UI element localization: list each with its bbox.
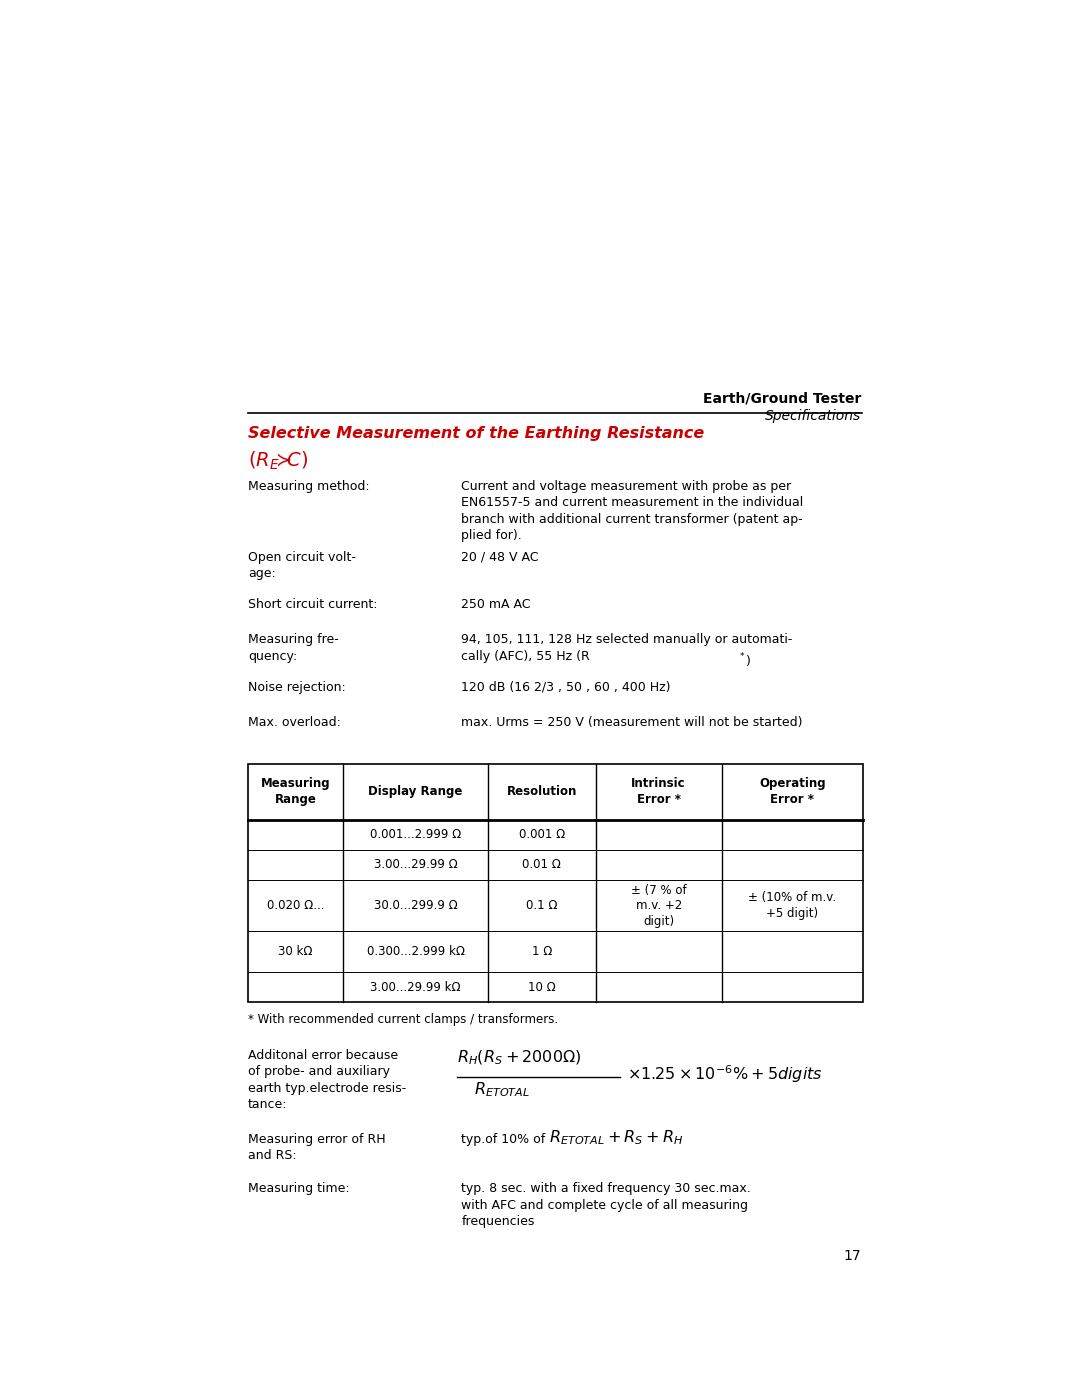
- Text: 10 Ω: 10 Ω: [528, 981, 555, 993]
- Text: $R_{ETOTAL} + R_S + R_H$: $R_{ETOTAL} + R_S + R_H$: [550, 1129, 684, 1147]
- Text: Additonal error because
of probe- and auxiliary
earth typ.electrode resis-
tance: Additonal error because of probe- and au…: [248, 1049, 406, 1111]
- Text: $\times 1.25\times10^{-6}\%+5digits$: $\times 1.25\times10^{-6}\%+5digits$: [627, 1063, 823, 1085]
- Text: $R_{ETOTAL}$: $R_{ETOTAL}$: [474, 1080, 530, 1098]
- Text: 0.001...2.999 Ω: 0.001...2.999 Ω: [370, 828, 461, 841]
- Text: ± (7 % of
m.v. +2
digit): ± (7 % of m.v. +2 digit): [631, 883, 687, 928]
- Text: max. Urms = 250 V (measurement will not be started): max. Urms = 250 V (measurement will not …: [461, 717, 802, 729]
- Text: $R_H(R_S + 2000\Omega)$: $R_H(R_S + 2000\Omega)$: [457, 1049, 582, 1067]
- Text: Display Range: Display Range: [368, 785, 463, 798]
- Bar: [248, 764, 863, 1003]
- Text: 0.01 Ω: 0.01 Ω: [523, 858, 562, 872]
- Text: Open circuit volt-
age:: Open circuit volt- age:: [248, 550, 356, 580]
- Text: 94, 105, 111, 128 Hz selected manually or automati-
cally (AFC), 55 Hz (R: 94, 105, 111, 128 Hz selected manually o…: [461, 633, 793, 664]
- Text: *: *: [740, 652, 744, 661]
- Text: Specifications: Specifications: [766, 408, 862, 423]
- Text: Intrinsic
Error *: Intrinsic Error *: [632, 777, 686, 806]
- Text: * With recommended current clamps / transformers.: * With recommended current clamps / tran…: [248, 1013, 558, 1027]
- Text: Short circuit current:: Short circuit current:: [248, 598, 378, 610]
- Text: typ. 8 sec. with a fixed frequency 30 sec.max.
with AFC and complete cycle of al: typ. 8 sec. with a fixed frequency 30 se…: [461, 1182, 752, 1228]
- Text: 0.020 Ω...: 0.020 Ω...: [267, 900, 324, 912]
- Text: 20 / 48 V AC: 20 / 48 V AC: [461, 550, 539, 563]
- Text: Operating
Error *: Operating Error *: [759, 777, 826, 806]
- Text: Measuring error of RH
and RS:: Measuring error of RH and RS:: [248, 1133, 386, 1162]
- Text: Measuring time:: Measuring time:: [248, 1182, 350, 1194]
- Text: 17: 17: [843, 1249, 862, 1263]
- Text: 250 mA AC: 250 mA AC: [461, 598, 531, 610]
- Text: Measuring
Range: Measuring Range: [261, 777, 330, 806]
- Text: 0.001 Ω: 0.001 Ω: [518, 828, 565, 841]
- Text: Resolution: Resolution: [507, 785, 577, 798]
- Text: Selective Measurement of the Earthing Resistance: Selective Measurement of the Earthing Re…: [248, 426, 704, 441]
- Text: 1 Ω: 1 Ω: [531, 946, 552, 958]
- Text: ): ): [746, 655, 751, 668]
- Text: Noise rejection:: Noise rejection:: [248, 680, 346, 694]
- Text: Max. overload:: Max. overload:: [248, 717, 341, 729]
- Text: Measuring fre-
quency:: Measuring fre- quency:: [248, 633, 339, 664]
- Text: Measuring method:: Measuring method:: [248, 479, 369, 493]
- Text: 0.1 Ω: 0.1 Ω: [526, 900, 557, 912]
- Text: 0.300...2.999 kΩ: 0.300...2.999 kΩ: [366, 946, 464, 958]
- Text: Current and voltage measurement with probe as per
EN61557-5 and current measurem: Current and voltage measurement with pro…: [461, 479, 804, 542]
- Text: typ.of 10% of: typ.of 10% of: [461, 1133, 550, 1146]
- Text: 3.00...29.99 kΩ: 3.00...29.99 kΩ: [370, 981, 461, 993]
- Text: 30 kΩ: 30 kΩ: [279, 946, 313, 958]
- Text: Earth/Ground Tester: Earth/Ground Tester: [703, 391, 862, 405]
- Text: 30.0...299.9 Ω: 30.0...299.9 Ω: [374, 900, 458, 912]
- Text: 3.00...29.99 Ω: 3.00...29.99 Ω: [374, 858, 458, 872]
- Text: $\mathbf{\mathit{(R_E\!\!\succ\!\!\!C)}}$: $\mathbf{\mathit{(R_E\!\!\succ\!\!\!C)}}…: [248, 450, 308, 472]
- Text: 120 dB (16 2/3 , 50 , 60 , 400 Hz): 120 dB (16 2/3 , 50 , 60 , 400 Hz): [461, 680, 671, 694]
- Text: ± (10% of m.v.
+5 digit): ± (10% of m.v. +5 digit): [748, 891, 837, 919]
